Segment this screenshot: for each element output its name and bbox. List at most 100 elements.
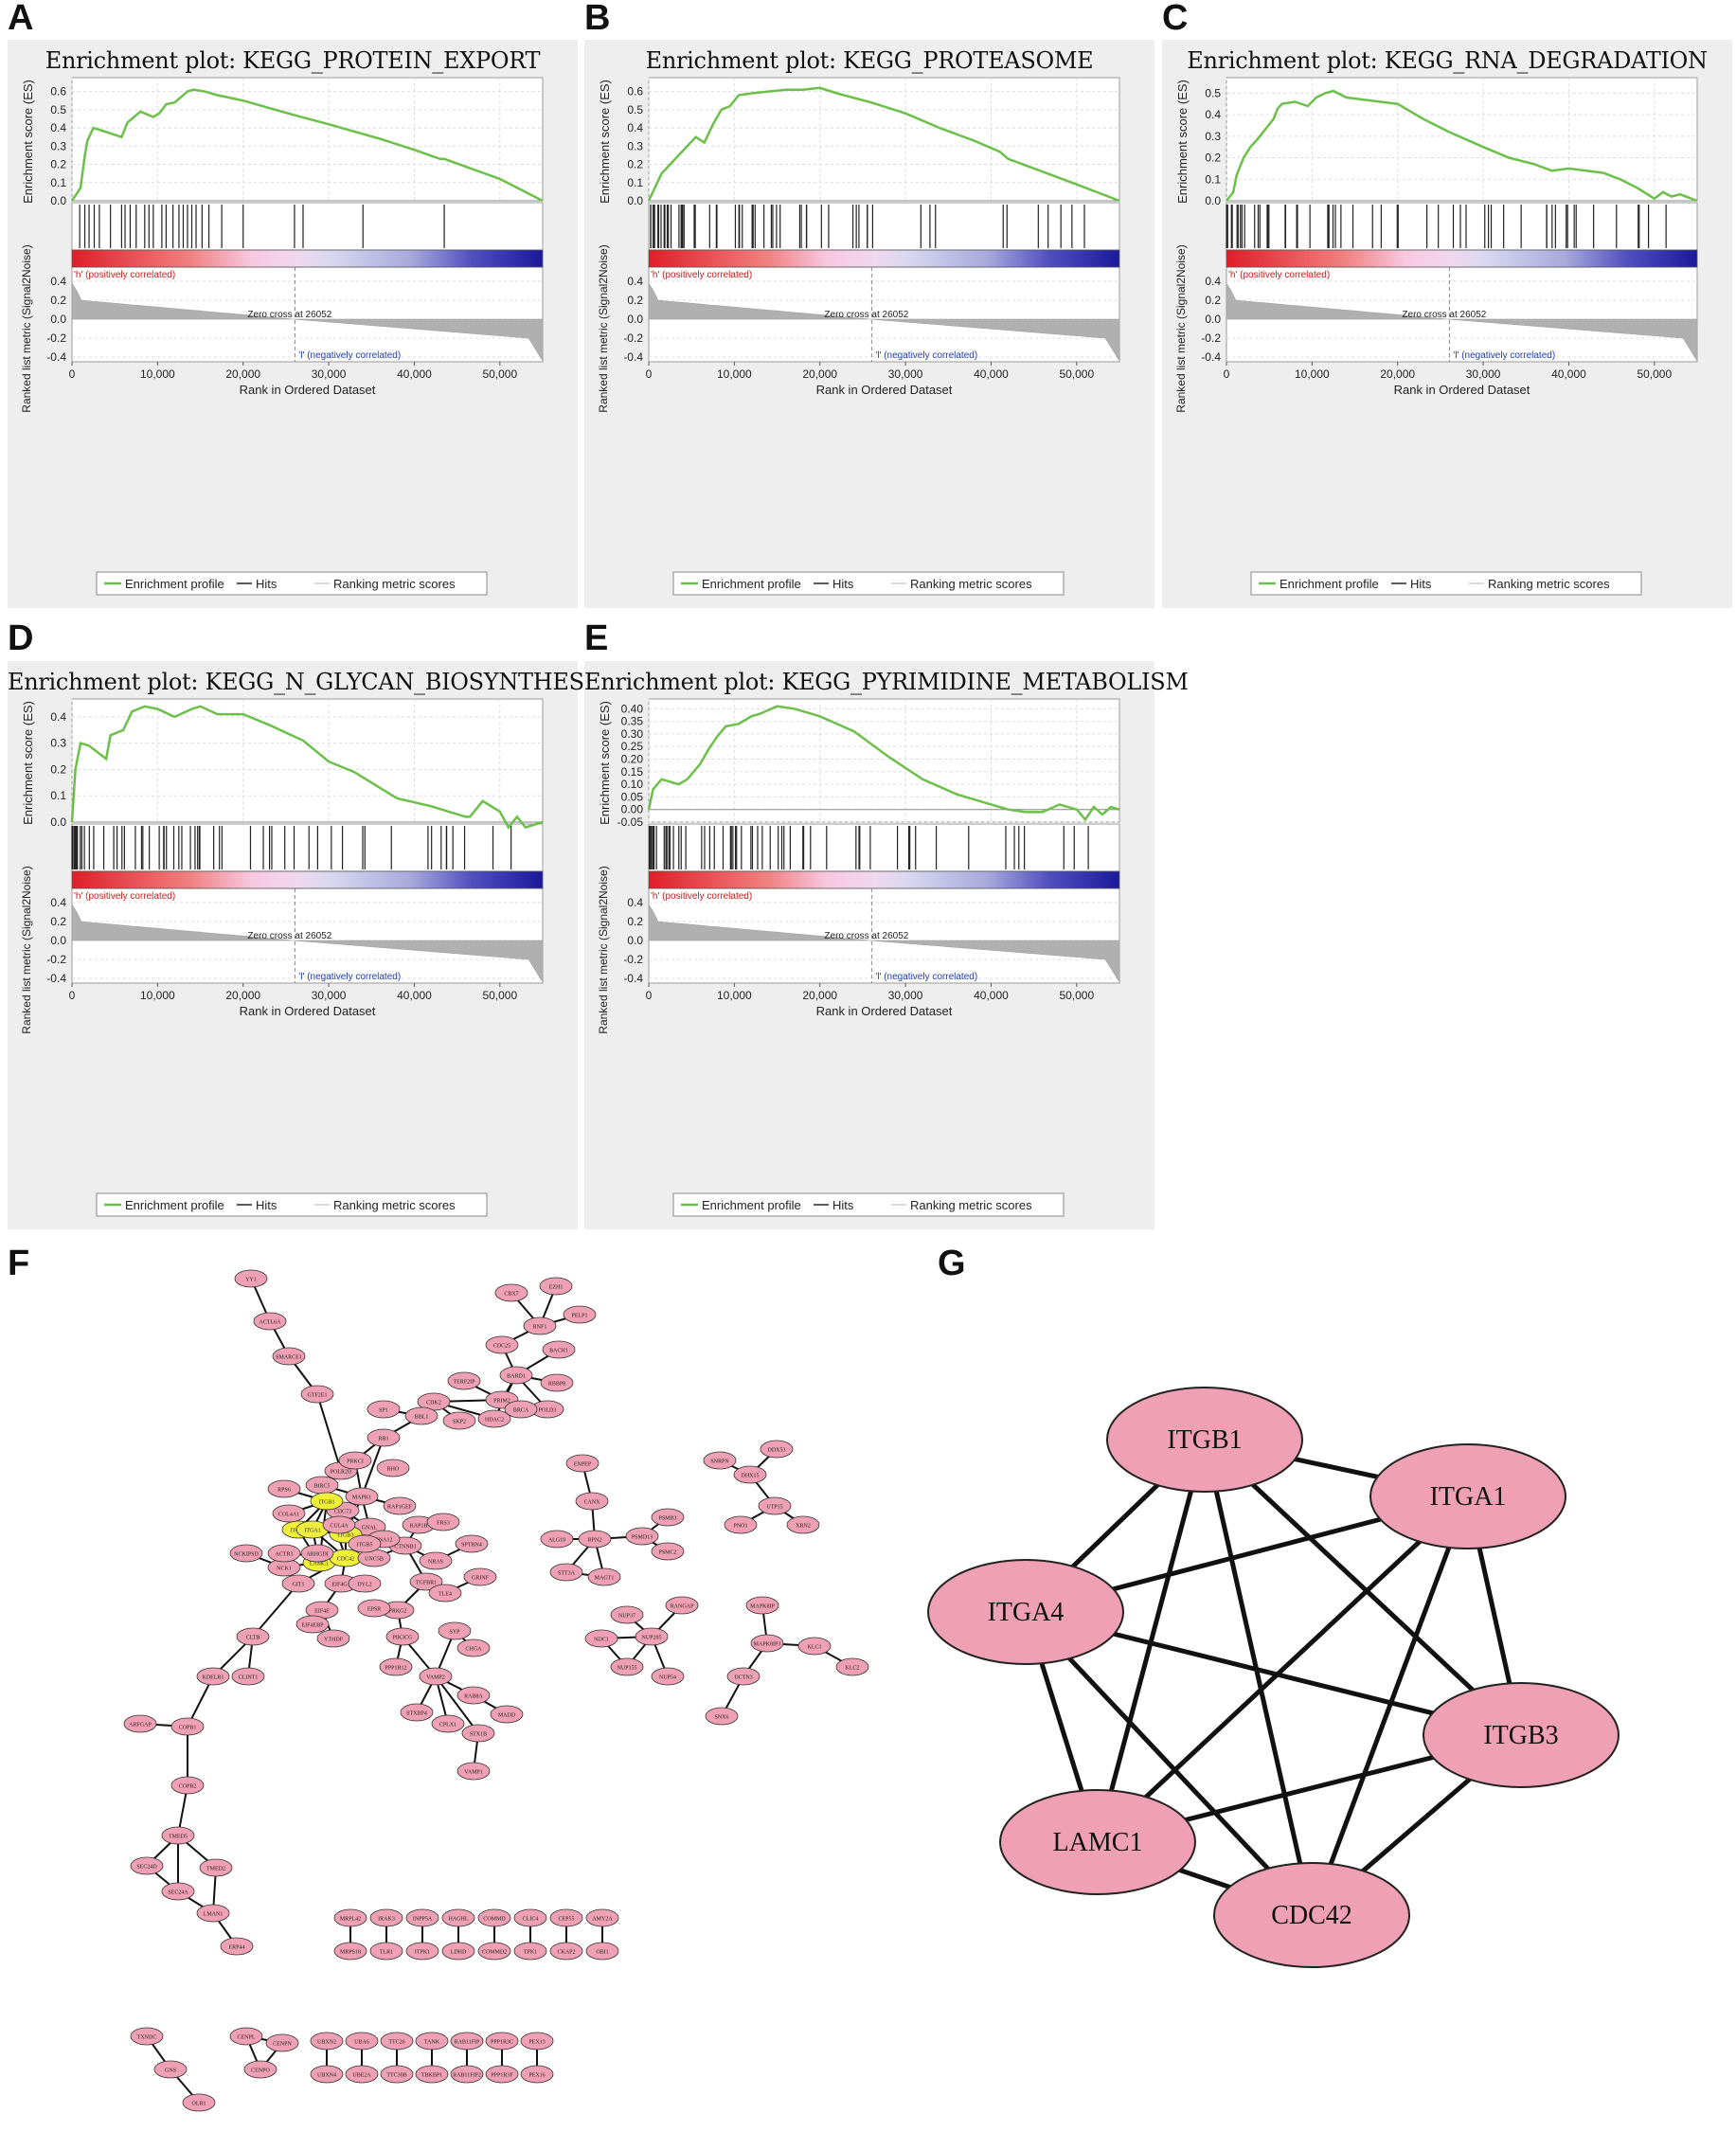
node-label: SKP2 xyxy=(453,1420,466,1425)
gsea-svg: -0.050.000.050.100.150.200.250.300.350.4… xyxy=(597,698,1120,1217)
node-label: DCTN3 xyxy=(734,1675,752,1681)
es-tick-label: 0.4 xyxy=(50,121,66,134)
network-node: RAP1GEF xyxy=(383,1496,417,1515)
node-ellipse xyxy=(441,1942,475,1961)
node-label: ITGB3 xyxy=(338,1533,354,1539)
node-ellipse xyxy=(345,2065,379,2084)
node-label: ITGB1 xyxy=(1167,1425,1242,1455)
node-label: BIRC5 xyxy=(313,1484,330,1490)
network-node: TERF2IP xyxy=(447,1371,481,1390)
node-ellipse xyxy=(161,1882,195,1901)
node-ellipse xyxy=(123,1714,157,1733)
network-node: UBXN4 xyxy=(310,2065,344,2084)
node-ellipse xyxy=(419,1551,453,1570)
node-label: PPP1R3F xyxy=(491,2073,513,2079)
metric-axis-label: Ranked list metric (Signal2Noise) xyxy=(20,244,33,412)
node-label: UBXN2 xyxy=(317,2040,336,2046)
node-label: CHGA xyxy=(465,1647,482,1653)
node-label: NRAS xyxy=(428,1560,443,1566)
network-node: TTC30B xyxy=(380,2065,414,2084)
node-label: ARFGAP xyxy=(129,1723,152,1728)
node-ellipse xyxy=(635,1627,669,1646)
node-ellipse xyxy=(513,1908,547,1927)
node-label: GTF2E1 xyxy=(308,1393,328,1399)
metric-tick-label: 0.0 xyxy=(627,934,643,947)
node-ellipse xyxy=(733,1465,767,1484)
es-axis-label: Enrichment score (ES) xyxy=(598,80,612,204)
network-node: VAMP1 xyxy=(456,1762,491,1781)
x-tick-label: 50,000 xyxy=(1059,367,1094,381)
network-node: RHO xyxy=(376,1459,410,1477)
negative-correlation-label: 'l' (negatively correlated) xyxy=(298,972,401,982)
node-label: PSMD13 xyxy=(632,1535,653,1541)
node-label: COPB1 xyxy=(179,1726,197,1731)
metric-tick-label: -0.2 xyxy=(623,331,643,345)
positive-correlation-label: 'h' (positively correlated) xyxy=(74,891,175,902)
metric-tick-label: 0.4 xyxy=(50,275,66,288)
network-node: VAMP2 xyxy=(419,1667,453,1686)
node-ellipse xyxy=(376,1459,410,1477)
node-ellipse xyxy=(575,1492,609,1511)
ranking-color-bar xyxy=(71,870,544,889)
network-node: CENPO xyxy=(243,2060,277,2079)
node-ellipse xyxy=(229,1544,263,1563)
node-label: NUP54 xyxy=(659,1675,676,1681)
network-node: KDELR1 xyxy=(196,1667,230,1686)
network-node: ACTR3 xyxy=(267,1544,301,1563)
node-label: PRKCI xyxy=(347,1459,364,1465)
metric-tick-label: 0.2 xyxy=(50,915,66,928)
node-label: XRN2 xyxy=(796,1524,811,1530)
node-label: YTHDF xyxy=(324,1638,344,1643)
node-ellipse xyxy=(345,2032,379,2050)
ranking-color-bar xyxy=(648,249,1120,268)
node-label: HDAC2 xyxy=(485,1418,504,1424)
node-label: ITGA1 xyxy=(304,1529,320,1534)
x-axis-label: Rank in Ordered Dataset xyxy=(240,383,376,397)
node-ellipse xyxy=(272,1347,306,1366)
legend-profile-label: Enrichment profile xyxy=(125,1198,224,1212)
node-ellipse xyxy=(196,1904,230,1923)
network-node: RPN2 xyxy=(578,1530,612,1549)
network-node: ACTL6A xyxy=(253,1312,287,1331)
node-label: BRCA xyxy=(513,1408,529,1414)
node-label: KLC1 xyxy=(808,1645,822,1651)
node-label: NUP205 xyxy=(641,1636,661,1641)
network-node: INPP5A xyxy=(405,1908,439,1927)
metric-tick-label: 0.4 xyxy=(1205,275,1221,288)
network-node: MADD xyxy=(490,1705,524,1724)
node-ellipse xyxy=(348,1534,382,1553)
network-node: TANK xyxy=(415,2032,449,2050)
node-ellipse xyxy=(549,1942,583,1961)
es-tick-label: 0.30 xyxy=(621,727,644,741)
node-label: PPP1R3C xyxy=(491,2040,513,2046)
node-ellipse xyxy=(348,1574,382,1593)
es-tick-label: 0.2 xyxy=(627,158,643,171)
node-label: MRPS18 xyxy=(340,1950,361,1956)
x-tick-label: 30,000 xyxy=(312,989,347,1002)
network-node: CLINT1 xyxy=(231,1667,265,1686)
network-edge xyxy=(361,1437,385,1497)
panel-label-f: F xyxy=(8,1244,30,1283)
node-label: RAB11FIP xyxy=(455,2040,480,2046)
node-label: UTP15 xyxy=(766,1505,782,1511)
network-node: COPB2 xyxy=(170,1776,205,1795)
node-label: PSMB3 xyxy=(658,1516,676,1522)
node-ellipse xyxy=(477,1908,511,1927)
network-node: MAGT1 xyxy=(587,1567,621,1586)
node-label: RHO xyxy=(387,1467,400,1473)
network-edge xyxy=(1202,1439,1315,1916)
gsea-panel-c: 0.0 0.1 0.2 0.3 0.4 0.5 Enrichment score (ES) '… xyxy=(1162,40,1732,608)
node-label: KDELR1 xyxy=(203,1675,224,1681)
node-label: BBL1 xyxy=(415,1415,429,1421)
network-node: NUP37 xyxy=(610,1605,644,1624)
network-node: DDX53 xyxy=(760,1440,794,1459)
node-ellipse xyxy=(760,1440,794,1459)
zero-cross-label: Zero cross at 26052 xyxy=(1402,310,1486,320)
network-node: CDC25 xyxy=(485,1335,519,1354)
node-ellipse xyxy=(450,2032,484,2050)
node-ellipse xyxy=(383,1496,417,1515)
enrichment-profile-line xyxy=(70,705,544,830)
node-label: OBI1 xyxy=(596,1950,608,1956)
metric-tick-label: 0.0 xyxy=(50,934,66,947)
node-ellipse xyxy=(231,1667,265,1686)
